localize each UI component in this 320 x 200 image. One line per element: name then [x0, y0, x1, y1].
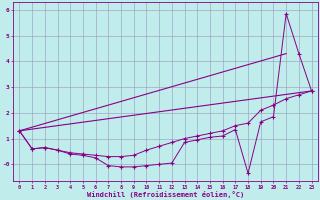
X-axis label: Windchill (Refroidissement éolien,°C): Windchill (Refroidissement éolien,°C) [87, 191, 244, 198]
